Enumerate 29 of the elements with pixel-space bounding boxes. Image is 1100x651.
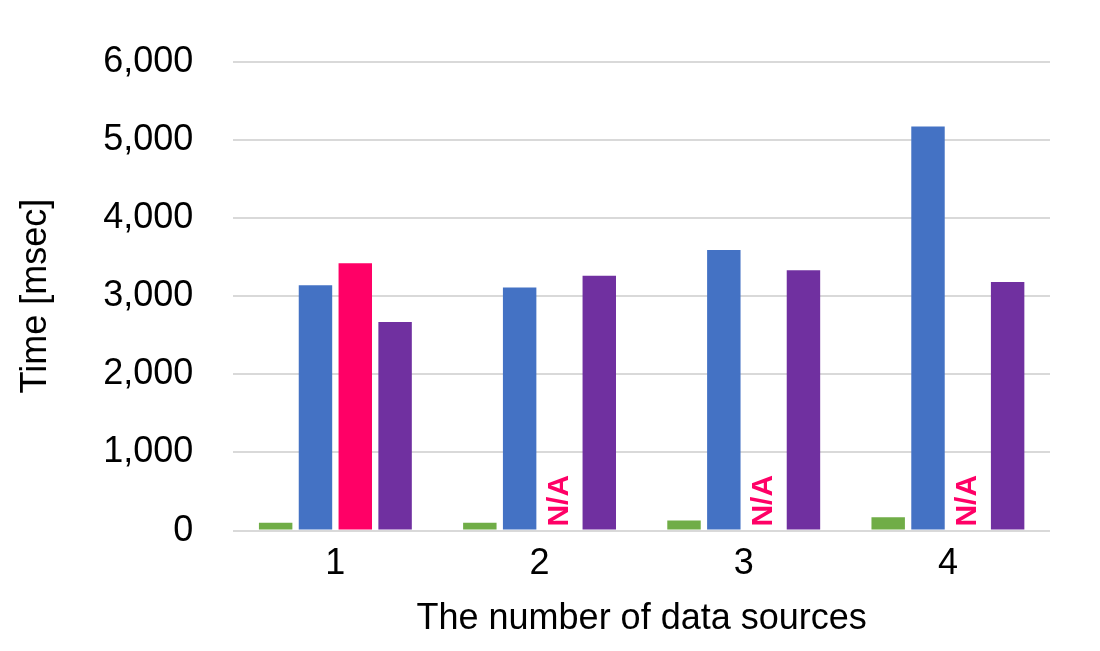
annotation: N/A	[540, 474, 574, 527]
bar	[258, 522, 293, 530]
annotation: N/A	[744, 474, 778, 527]
y-tick-label: 4,000	[103, 194, 194, 236]
y-tick-label: 6,000	[103, 38, 194, 80]
y-tick-label: 0	[173, 507, 194, 549]
x-tick-label: 4	[937, 541, 958, 583]
bar	[667, 520, 701, 530]
bar	[378, 321, 412, 530]
bar	[463, 522, 497, 530]
y-tick-label: 2,000	[103, 351, 194, 393]
y-axis-title: Time [msec]	[12, 198, 54, 394]
bar	[786, 270, 821, 530]
x-tick-label: 3	[733, 541, 754, 583]
x-tick-label: 1	[325, 541, 346, 583]
bar	[298, 285, 333, 530]
bar	[871, 517, 905, 530]
x-axis-title: The number of data sources	[416, 596, 867, 638]
bar	[582, 275, 616, 530]
y-tick-label: 5,000	[103, 116, 194, 158]
y-tick-label: 1,000	[103, 429, 194, 471]
bar	[338, 263, 373, 530]
annotation: N/A	[949, 474, 983, 527]
bar	[990, 282, 1025, 530]
y-tick-label: 3,000	[103, 273, 194, 315]
bar	[707, 249, 741, 530]
x-tick-label: 2	[529, 541, 550, 583]
bar	[911, 126, 945, 530]
bar	[502, 287, 537, 530]
